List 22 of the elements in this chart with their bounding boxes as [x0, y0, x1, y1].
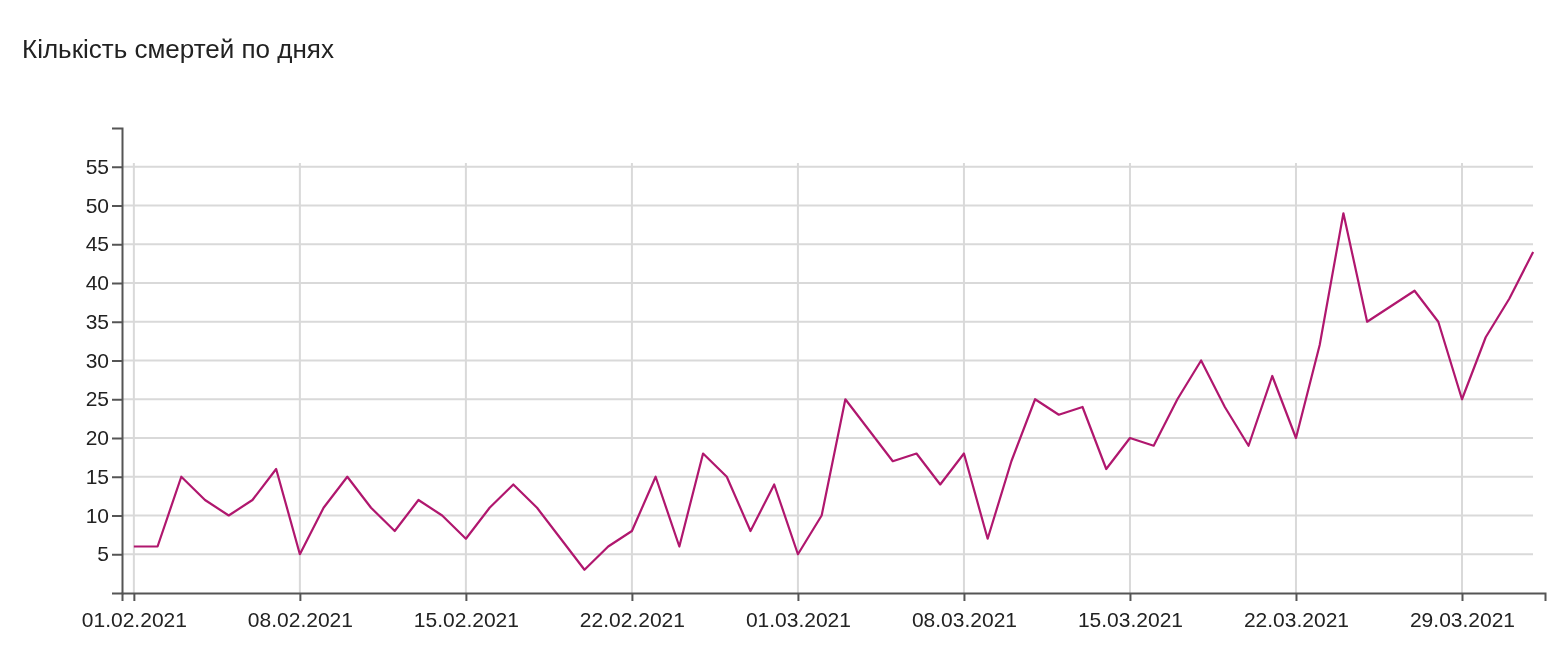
y-tick-label: 20	[85, 426, 109, 450]
x-tick-label: 08.03.2021	[911, 608, 1017, 632]
y-tick-label: 55	[85, 154, 109, 178]
x-tick-label: 01.02.2021	[81, 608, 187, 632]
line-series	[132, 212, 1535, 571]
x-tick-label: 08.02.2021	[247, 608, 353, 632]
y-tick-label: 25	[85, 387, 109, 411]
y-tick-label: 45	[85, 232, 109, 256]
x-tick-label: 15.03.2021	[1077, 608, 1184, 632]
y-tick-label: 15	[85, 464, 109, 488]
y-tick-label: 30	[85, 348, 109, 372]
x-tick-label: 22.03.2021	[1243, 608, 1350, 632]
y-tick-label: 35	[85, 309, 109, 333]
y-tick-label: 40	[85, 271, 109, 295]
y-tick-label: 50	[85, 193, 109, 217]
x-tick-label: 29.03.2021	[1409, 608, 1516, 632]
x-tick-label: 01.03.2021	[745, 608, 851, 632]
y-tick-label: 10	[85, 503, 109, 527]
y-tick-label: 5	[97, 542, 109, 566]
x-tick-label: 22.02.2021	[579, 608, 685, 632]
chart-title: Кількість смертей по днях	[22, 34, 334, 64]
x-tick-label: 15.02.2021	[413, 608, 519, 632]
